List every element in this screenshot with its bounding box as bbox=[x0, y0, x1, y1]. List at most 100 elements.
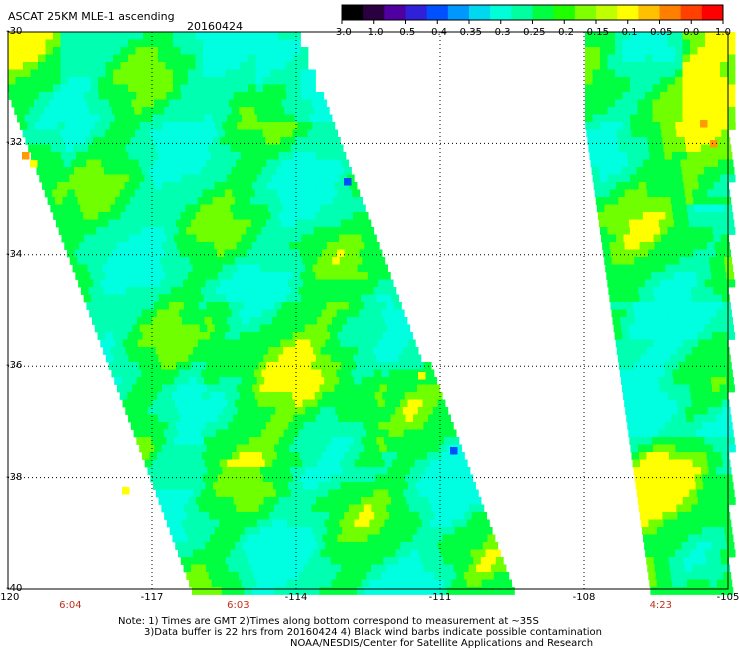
swath-cell bbox=[141, 309, 150, 318]
swath-cell bbox=[443, 414, 451, 423]
swath-cell bbox=[614, 332, 623, 340]
swath-cell bbox=[363, 564, 372, 573]
swath-cell bbox=[245, 264, 253, 273]
swath-cell bbox=[100, 219, 109, 228]
swath-cell bbox=[691, 182, 700, 190]
swath-cell bbox=[611, 309, 620, 318]
swath-cell bbox=[700, 144, 709, 153]
swath-cell bbox=[272, 339, 281, 348]
swath-cell bbox=[104, 249, 113, 258]
swath-cell bbox=[675, 114, 683, 123]
swath-cell bbox=[448, 429, 457, 438]
swath-cell bbox=[401, 362, 410, 370]
swath-cell bbox=[362, 257, 371, 265]
swath-cell bbox=[219, 257, 228, 265]
swath-cell bbox=[683, 339, 692, 348]
swath-cell bbox=[30, 77, 39, 85]
swath-cell bbox=[353, 354, 362, 363]
swath-cell bbox=[199, 182, 208, 190]
swath-cell bbox=[677, 354, 686, 363]
swath-cell bbox=[286, 294, 295, 303]
swath-cell bbox=[648, 197, 657, 205]
swath-cell bbox=[315, 212, 324, 220]
swath-cell bbox=[168, 159, 177, 168]
swath-cell bbox=[101, 159, 110, 168]
swath-cell bbox=[329, 249, 338, 258]
swath-cell bbox=[439, 467, 448, 475]
swath-cell bbox=[683, 234, 692, 243]
swath-cell bbox=[717, 369, 726, 378]
swath-cell bbox=[671, 414, 680, 423]
swath-cell bbox=[304, 122, 313, 130]
swath-cell bbox=[203, 437, 212, 445]
swath-cell bbox=[675, 54, 683, 63]
swath-cell bbox=[649, 152, 658, 160]
swath-cell bbox=[335, 264, 343, 273]
swath-cell bbox=[69, 257, 78, 265]
swath-cell bbox=[435, 414, 444, 423]
swath-cell bbox=[227, 114, 235, 123]
swath-cell bbox=[631, 182, 640, 190]
swath-cell bbox=[163, 369, 172, 378]
swath-cell bbox=[356, 444, 365, 453]
swath-cell bbox=[310, 219, 319, 228]
swath-cell bbox=[248, 32, 256, 40]
swath-cell bbox=[650, 264, 659, 273]
swath-cell bbox=[388, 572, 397, 580]
swath-cell bbox=[156, 227, 165, 235]
swath-cell bbox=[698, 129, 707, 138]
swath-cell bbox=[720, 107, 728, 115]
swath-cell bbox=[408, 482, 416, 490]
swath-cell bbox=[179, 452, 188, 460]
swath-cell bbox=[150, 32, 159, 40]
swath-cell bbox=[283, 167, 292, 175]
swath-cell bbox=[699, 189, 708, 198]
swath-cell bbox=[209, 249, 218, 258]
swath-cell bbox=[262, 534, 271, 543]
swath-cell bbox=[235, 339, 244, 348]
swath-cell bbox=[233, 47, 241, 55]
swath-cell bbox=[361, 294, 370, 303]
swath-cell bbox=[149, 189, 158, 198]
swath-cell bbox=[53, 39, 61, 48]
swath-cell bbox=[243, 219, 252, 228]
swath-cell bbox=[638, 452, 647, 460]
swath-cell bbox=[106, 294, 115, 303]
swath-cell bbox=[238, 549, 246, 558]
swath-cell bbox=[212, 459, 221, 468]
swath-cell bbox=[319, 242, 328, 250]
swath-cell bbox=[64, 99, 72, 108]
swath-cell bbox=[315, 332, 323, 340]
swath-cell bbox=[252, 527, 261, 535]
swath-cell bbox=[159, 257, 168, 265]
swath-cell bbox=[192, 264, 201, 273]
swath-cell bbox=[327, 182, 335, 190]
swath-cell bbox=[211, 579, 220, 588]
swath-cell bbox=[698, 339, 707, 348]
swath-cell bbox=[632, 189, 641, 198]
swath-cell bbox=[296, 159, 305, 168]
swath-cell bbox=[186, 572, 195, 580]
swath-cell bbox=[204, 579, 213, 588]
swath-cell bbox=[248, 437, 257, 445]
swath-cell bbox=[697, 54, 706, 63]
swath-cell bbox=[440, 407, 449, 415]
swath-cell bbox=[675, 549, 684, 558]
swath-cell bbox=[381, 572, 390, 580]
swath-cell bbox=[426, 369, 435, 378]
swath-cell bbox=[15, 39, 24, 48]
swath-cell bbox=[105, 84, 114, 93]
swath-cell bbox=[378, 504, 387, 513]
swath-cell bbox=[706, 347, 715, 355]
swath-cell bbox=[246, 369, 255, 378]
swath-cell bbox=[156, 429, 165, 438]
swath-cell bbox=[653, 234, 662, 243]
swath-cell bbox=[238, 489, 247, 498]
swath-cell bbox=[647, 407, 656, 415]
swath-cell bbox=[715, 354, 724, 363]
swath-cell bbox=[285, 129, 294, 138]
swath-cell bbox=[660, 99, 668, 108]
swath-cell bbox=[257, 339, 266, 348]
swath-cell bbox=[705, 99, 713, 108]
swath-cell bbox=[697, 174, 706, 183]
